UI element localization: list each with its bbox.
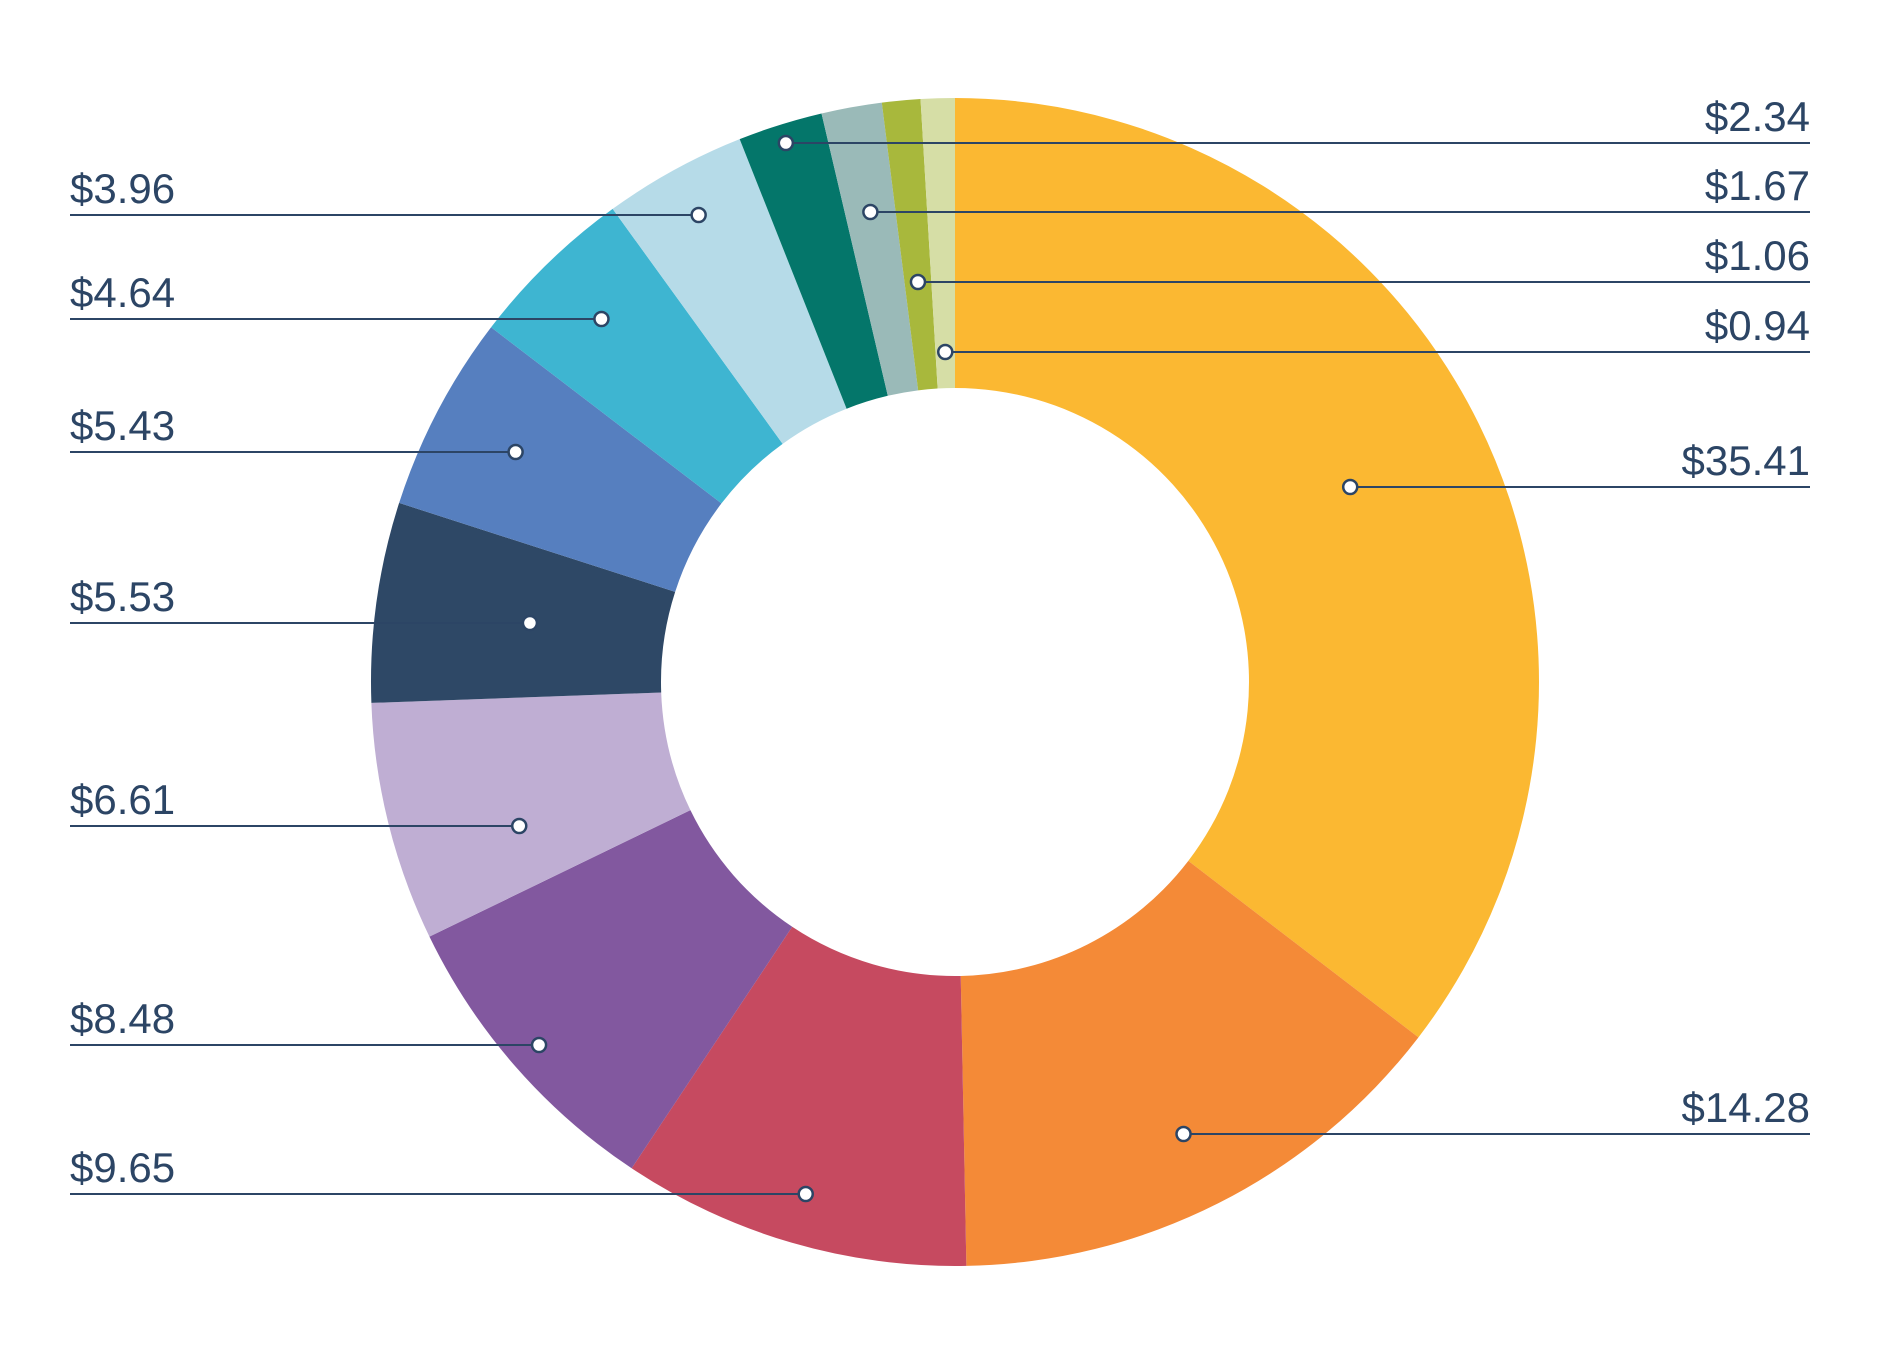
data-label-12: $1.06	[1705, 232, 1810, 279]
data-label-1: $35.41	[1682, 437, 1810, 484]
leader-dot-3	[797, 1185, 814, 1203]
data-label-10: $2.34	[1705, 93, 1810, 140]
leader-dot-4	[530, 1036, 548, 1054]
donut-segment-7	[399, 327, 722, 592]
donut-segment-1	[955, 98, 1540, 1038]
leader-dot-11	[862, 203, 879, 221]
leader-dot-8	[593, 310, 610, 328]
data-label-7: $5.43	[70, 402, 175, 449]
data-label-2: $14.28	[1682, 1084, 1810, 1131]
data-label-3: $9.65	[70, 1144, 175, 1191]
data-label-9: $3.96	[70, 165, 175, 212]
donut-segments	[370, 98, 1540, 1266]
data-label-11: $1.67	[1705, 162, 1810, 209]
leader-dot-6	[521, 614, 539, 632]
donut-segment-12	[881, 99, 938, 391]
donut-segment-4	[429, 810, 793, 1169]
donut-segment-5	[371, 692, 691, 937]
leader-dot-7	[507, 443, 524, 461]
leader-dot-2	[1175, 1125, 1192, 1143]
leader-dot-9	[690, 206, 707, 224]
data-label-6: $5.53	[70, 573, 175, 620]
donut-segment-6	[370, 502, 676, 703]
value-labels: $35.41 $14.28 $9.65 $8.48 $6.61 $5.53 $5.43 $4.…	[70, 93, 1810, 1203]
donut-segment-2	[960, 860, 1419, 1266]
leader-dot-13	[937, 343, 954, 361]
leader-dot-5	[510, 817, 528, 835]
leader-dot-12	[909, 273, 927, 291]
leader-dot-10	[777, 134, 795, 152]
data-label-5: $6.61	[70, 776, 175, 823]
data-label-8: $4.64	[70, 269, 175, 316]
donut-segment-11	[821, 102, 919, 396]
donut-segment-10	[739, 113, 888, 409]
data-label-4: $8.48	[70, 995, 175, 1042]
donut-segment-8	[491, 208, 783, 504]
donut-segment-3	[631, 926, 967, 1266]
data-label-13: $0.94	[1705, 302, 1810, 349]
leader-dot-1	[1341, 478, 1359, 496]
donut-segment-13	[920, 98, 955, 389]
